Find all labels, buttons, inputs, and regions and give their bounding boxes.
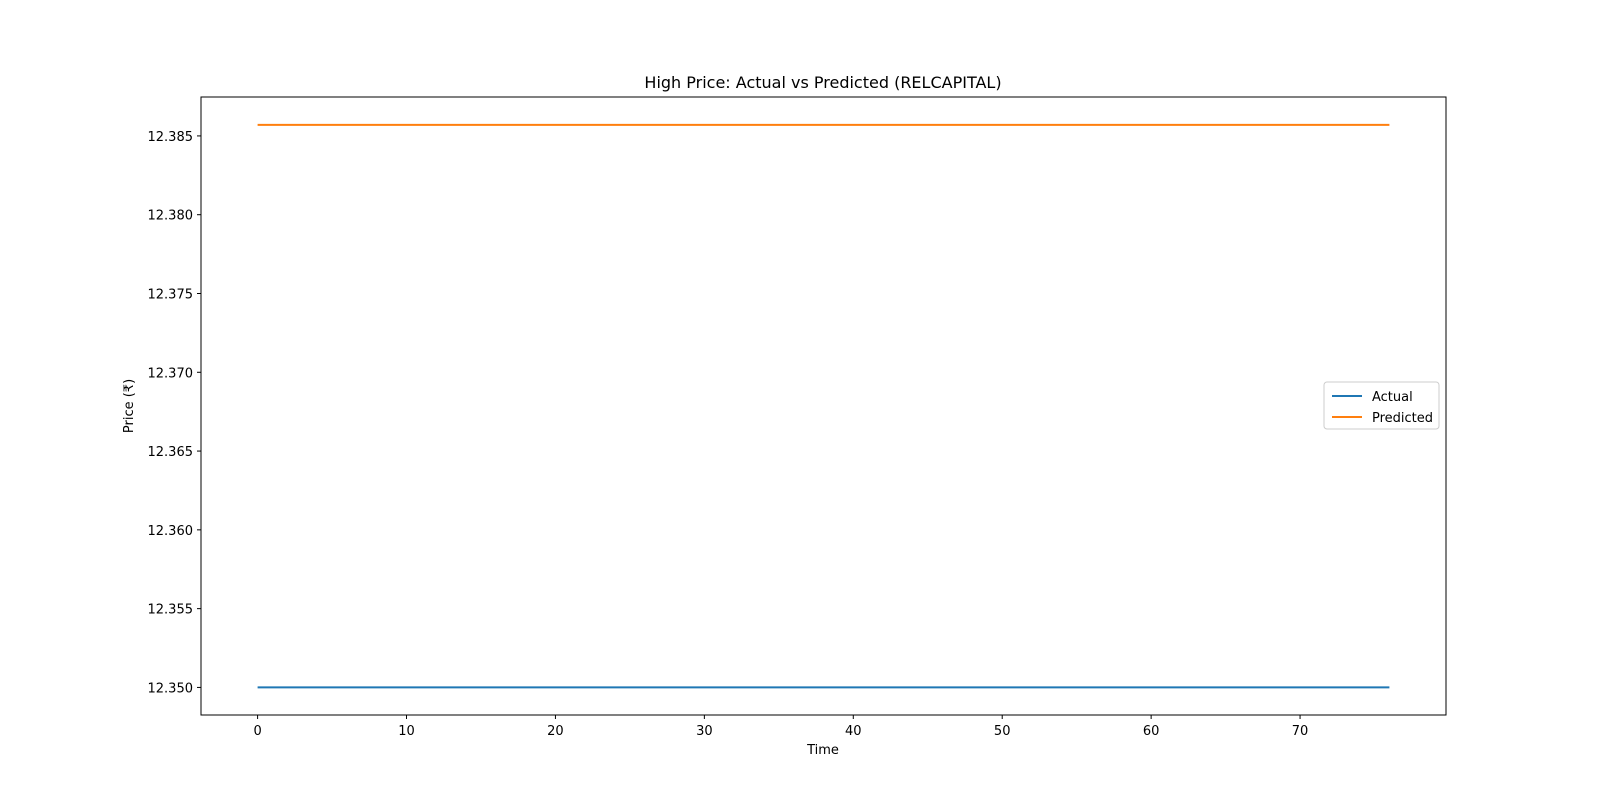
legend-label-predicted: Predicted [1372, 411, 1433, 426]
x-axis-label: Time [806, 743, 839, 758]
y-tick-label: 12.365 [148, 445, 194, 460]
x-tick-label: 20 [547, 724, 564, 739]
x-axis: 0 10 20 30 40 50 60 70 [253, 715, 1308, 739]
chart-title: High Price: Actual vs Predicted (RELCAPI… [644, 73, 1001, 92]
plot-background [201, 97, 1446, 715]
legend-items: Actual Predicted [1332, 390, 1433, 426]
y-tick-label: 12.355 [148, 603, 194, 618]
y-tick-label: 12.375 [148, 287, 194, 302]
x-tick-label: 0 [253, 724, 261, 739]
y-tick-label: 12.385 [148, 130, 194, 145]
x-tick-label: 30 [696, 724, 713, 739]
legend-label-actual: Actual [1372, 390, 1413, 405]
y-tick-label: 12.380 [148, 209, 194, 224]
x-tick-label: 40 [845, 724, 862, 739]
y-axis: 12.350 12.355 12.360 12.365 12.370 12.375 12.3… [148, 130, 201, 696]
legend: Actual Predicted [1323, 381, 1440, 430]
x-tick-label: 10 [398, 724, 415, 739]
y-tick-label: 12.360 [148, 524, 194, 539]
plot-area [200, 96, 1447, 716]
x-tick-label: 60 [1143, 724, 1160, 739]
y-tick-label: 12.350 [148, 681, 194, 696]
y-axis-label: Price (₹) [122, 379, 137, 433]
plot-frame [200, 96, 1447, 716]
x-tick-label: 70 [1292, 724, 1309, 739]
x-tick-label: 50 [994, 724, 1011, 739]
y-tick-label: 12.370 [148, 366, 194, 381]
series-layer [257, 123, 1390, 689]
